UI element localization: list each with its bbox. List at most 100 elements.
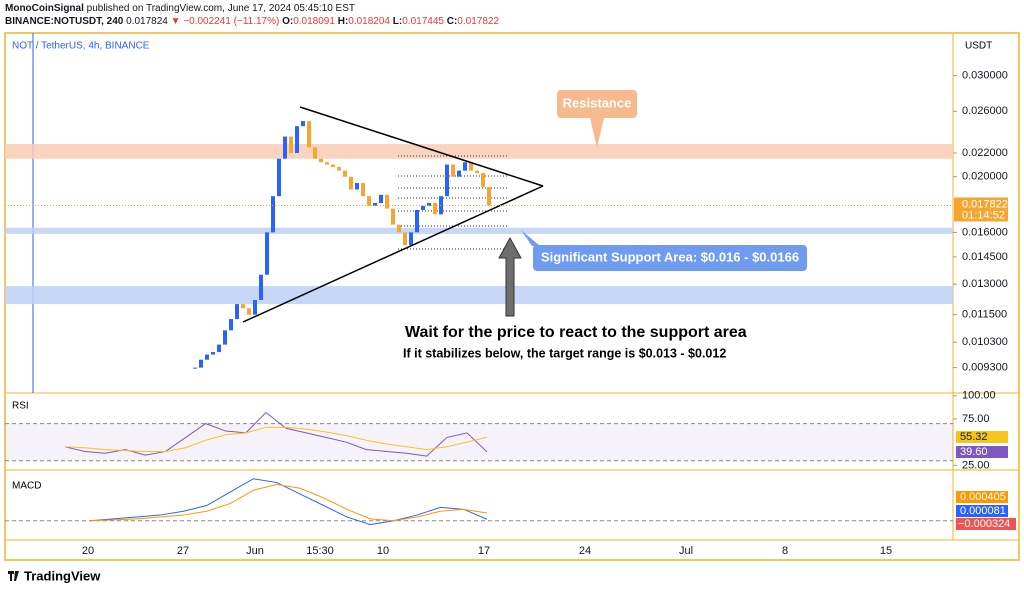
- ohlc-value: 0.017445: [402, 16, 444, 27]
- candle: [229, 319, 233, 331]
- ohlc-value: 0.017822: [457, 16, 500, 27]
- ohlc-value: 0.018204: [348, 16, 390, 27]
- level-lines: [398, 155, 508, 250]
- author: MonoCoinSignal: [5, 3, 84, 14]
- published: published on TradingView.com, June 17, 2…: [86, 3, 356, 14]
- y-tick-label: 0.022000: [962, 147, 1008, 159]
- x-tick-label: Jul: [679, 545, 693, 557]
- candle: [295, 126, 299, 153]
- x-tick-label: 10: [377, 545, 389, 557]
- candle: [379, 194, 383, 204]
- candle: [361, 183, 365, 197]
- candle: [349, 176, 353, 190]
- candle: [445, 164, 449, 197]
- candles: [193, 121, 491, 369]
- y-tick-label: 75.00: [962, 413, 990, 425]
- candle: [289, 136, 293, 153]
- candle: [451, 164, 455, 177]
- candle: [247, 308, 251, 315]
- support-box: [533, 245, 807, 271]
- candle: [487, 186, 491, 206]
- x-tick-label: 17: [478, 545, 490, 557]
- candle: [367, 196, 371, 206]
- x-tick-label: 15: [880, 545, 892, 557]
- x-tick-label: 27: [177, 545, 189, 557]
- candle: [265, 232, 269, 275]
- pane-title: MACD: [12, 481, 41, 492]
- candle: [415, 210, 419, 233]
- candle: [307, 121, 311, 148]
- symbol: BINANCE:NOTUSDT, 240: [5, 16, 124, 27]
- ohlc-label: L:: [392, 16, 403, 27]
- pane-title: NOT / TetherUS, 4h, BINANCE: [12, 41, 150, 52]
- ohlc: O:0.018091 H:0.018204 L:0.017445 C:0.017…: [282, 16, 499, 27]
- support-label: Significant Support Area: $0.016 - $0.01…: [541, 249, 799, 264]
- support-pointer: [521, 230, 540, 246]
- candle: [355, 183, 359, 190]
- candle: [259, 274, 263, 300]
- sub-note: If it stabilizes below, the target range…: [403, 346, 726, 360]
- candle: [235, 304, 239, 320]
- x-tick-label: 20: [82, 545, 94, 557]
- y-tick-label: 0.011500: [962, 309, 1007, 321]
- frame: [4, 32, 1020, 561]
- y-tick-label: 0.030000: [962, 70, 1008, 82]
- y-tick-label: 0.016000: [962, 226, 1008, 238]
- resistance-pointer: [590, 118, 604, 148]
- value-badge-label: 0.000405: [960, 491, 1006, 503]
- candle: [337, 166, 341, 171]
- change: ▼ −0.002241 (−11.17%): [170, 16, 280, 27]
- candle: [403, 232, 407, 246]
- value-badge: [956, 505, 1008, 517]
- candle: [283, 136, 287, 159]
- candle: [223, 330, 227, 345]
- zone: [5, 144, 953, 159]
- candle: [421, 205, 425, 211]
- candle: [409, 232, 413, 246]
- x-tick-label: Jun: [246, 545, 264, 557]
- candle: [325, 162, 329, 165]
- candle: [469, 162, 473, 171]
- y-tick-label: 0.013000: [962, 278, 1008, 290]
- candle: [193, 367, 197, 369]
- value-badge: [956, 431, 1008, 443]
- arrow: [498, 236, 522, 317]
- candle: [475, 170, 479, 174]
- value-badge-label: 0.000081: [960, 505, 1006, 517]
- candle: [277, 158, 281, 197]
- value-badge-label: −0.000324: [958, 518, 1010, 530]
- y-tick-label: 0.026000: [962, 105, 1008, 117]
- candle: [241, 304, 245, 309]
- main-note: Wait for the price to react to the suppo…: [405, 324, 747, 341]
- price-label: 0.017822: [962, 198, 1008, 210]
- candle: [373, 203, 377, 206]
- y-tick-label: 0.010300: [962, 336, 1008, 348]
- candle: [217, 344, 221, 353]
- ohlc-label: H:: [337, 16, 349, 27]
- indicator-line: [89, 478, 488, 526]
- candle: [385, 194, 389, 209]
- zone: [5, 227, 953, 234]
- zone: [5, 286, 953, 305]
- candle: [301, 121, 305, 127]
- ohlc-value: 0.018091: [293, 16, 335, 27]
- candle: [463, 162, 467, 171]
- last: 0.017824: [126, 16, 168, 27]
- y-tick-label: 25.00: [962, 459, 990, 471]
- candle: [433, 203, 437, 215]
- candle: [427, 203, 431, 206]
- axis-unit: USDT: [965, 41, 992, 52]
- candle: [313, 147, 317, 159]
- value-badge-label: 55.32: [960, 431, 988, 443]
- candle: [199, 359, 203, 368]
- x-tick-label: 24: [579, 545, 591, 557]
- resistance-label: Resistance: [563, 95, 632, 110]
- candle: [397, 224, 401, 233]
- value-badge: [956, 518, 1016, 530]
- header-line: BINANCE:NOTUSDT, 240 0.017824 ▼ −0.00224…: [5, 16, 499, 27]
- y-tick-label: 0.014500: [962, 251, 1008, 263]
- footer-brand: TradingView: [24, 568, 101, 583]
- x-tick-label: 15:30: [306, 545, 334, 557]
